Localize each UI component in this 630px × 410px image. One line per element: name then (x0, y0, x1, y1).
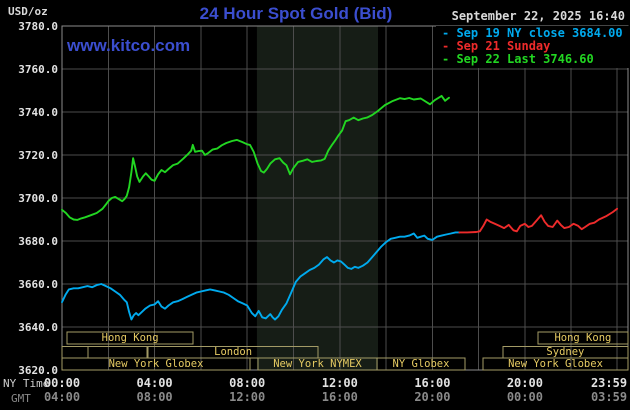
session-box (537, 331, 629, 345)
y-axis-tick-label: 3700.0 (18, 192, 58, 205)
kitco-watermark: www.kitco.com (67, 36, 191, 55)
y-axis-tick-label: 3740.0 (18, 106, 58, 119)
chart-legend: - Sep 19 NY close 3684.00- Sep 21 Sunday… (436, 26, 630, 68)
x-axis-ny-tick-label: 23:59 (591, 376, 627, 390)
y-axis-tick-label: 3720.0 (18, 149, 58, 162)
price-line-sep-21-sunday (458, 207, 619, 234)
y-axis-tick-label: 3620.0 (18, 364, 58, 377)
x-axis-primary-label: NY Time (3, 377, 50, 390)
y-axis-tick-label: 3640.0 (18, 321, 58, 334)
x-axis-gmt-tick-label: 03:59 (591, 390, 627, 404)
y-axis-unit-label: USD/oz (8, 5, 48, 18)
session-label: New York NYMEX (273, 358, 362, 370)
x-axis-ny-tick-label: 04:00 (137, 376, 173, 390)
x-axis-gmt-tick-label: 08:00 (137, 390, 173, 404)
session-box (87, 346, 148, 359)
x-axis-ny-tick-label: 00:00 (44, 376, 80, 390)
y-axis-tick-label: 3660.0 (18, 278, 58, 291)
x-axis-ny-tick-label: 12:00 (322, 376, 358, 390)
session-label: NY Globex (393, 358, 450, 370)
session-label: New York Globex (508, 358, 603, 370)
price-line-sep-19-ny-close-3684-00 (61, 231, 461, 321)
legend-item: - Sep 19 NY close 3684.00 (442, 26, 623, 40)
page-title: 24 Hour Spot Gold (Bid) (199, 4, 393, 23)
legend-item: - Sep 21 Sunday (442, 39, 551, 53)
price-line-sep-22-last-3746-60 (61, 94, 450, 221)
legend-item: - Sep 22 Last 3746.60 (442, 52, 594, 66)
y-axis-tick-label: 3680.0 (18, 235, 58, 248)
session-label: Hong Kong (554, 332, 611, 344)
timestamp: September 22, 2025 16:40 (451, 9, 625, 23)
x-axis-gmt-tick-label: 20:00 (414, 390, 450, 404)
session-box (66, 331, 194, 345)
x-axis-gmt-tick-label: 00:00 (507, 390, 543, 404)
session-label: Hong Kong (102, 332, 159, 344)
x-axis-secondary-label: GMT (11, 392, 31, 405)
session-box (482, 357, 629, 371)
session-box (376, 357, 466, 371)
x-axis-gmt-tick-label: 12:00 (229, 390, 265, 404)
x-axis-ny-tick-label: 20:00 (507, 376, 543, 390)
session-label: New York Globex (109, 358, 204, 370)
x-axis-ny-tick-label: 08:00 (229, 376, 265, 390)
x-axis-gmt-tick-label: 04:00 (44, 390, 80, 404)
x-axis-gmt-tick-label: 16:00 (322, 390, 358, 404)
x-axis-ny-tick-label: 16:00 (414, 376, 450, 390)
y-axis-tick-label: 3780.0 (18, 20, 58, 33)
session-box (61, 357, 251, 371)
session-label: Sydney (546, 346, 584, 358)
session-label: London (214, 346, 252, 358)
y-axis-tick-label: 3760.0 (18, 63, 58, 76)
session-box (61, 346, 89, 359)
